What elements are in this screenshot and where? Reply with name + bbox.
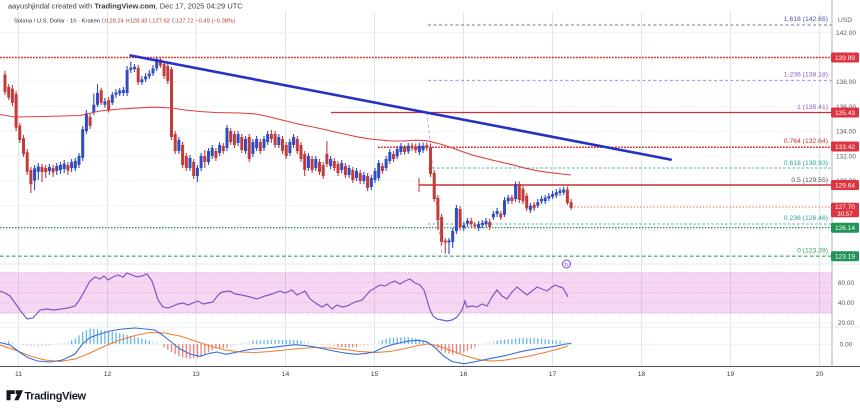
svg-text:135.43: 135.43: [835, 110, 855, 117]
svg-text:60.00: 60.00: [838, 280, 855, 287]
svg-text:0.764 (132.64): 0.764 (132.64): [784, 138, 828, 145]
svg-text:17: 17: [549, 371, 557, 378]
svg-text:19: 19: [727, 371, 735, 378]
svg-text:0.236 (126.46): 0.236 (126.46): [784, 215, 828, 222]
svg-text:20: 20: [816, 371, 824, 378]
svg-text:136.00: 136.00: [836, 104, 856, 111]
svg-text:30:57: 30:57: [837, 211, 853, 218]
svg-text:1.236 (138.18): 1.236 (138.18): [784, 72, 828, 79]
svg-text:123.19: 123.19: [835, 254, 855, 261]
svg-text:TradingView: TradingView: [25, 391, 87, 403]
svg-text:↻: ↻: [564, 262, 569, 269]
svg-text:11: 11: [15, 371, 22, 378]
svg-text:40.00: 40.00: [838, 300, 855, 307]
svg-text:132.00: 132.00: [836, 153, 856, 160]
svg-text:12: 12: [104, 371, 112, 378]
svg-text:USD: USD: [838, 17, 852, 24]
svg-text:Solana / U.S. Dollar · 1h · Kr: Solana / U.S. Dollar · 1h · Kraken O128.…: [14, 19, 235, 25]
svg-text:1.618 (142.65): 1.618 (142.65): [784, 16, 828, 23]
svg-text:aayushjindal created with Trad: aayushjindal created with TradingView.co…: [8, 2, 243, 11]
svg-text:138.00: 138.00: [836, 79, 856, 86]
svg-text:13: 13: [192, 371, 200, 378]
svg-text:0.5 (129.55): 0.5 (129.55): [791, 177, 828, 184]
svg-text:18: 18: [638, 371, 646, 378]
svg-text:127.70: 127.70: [835, 204, 855, 211]
svg-text:0.00: 0.00: [840, 342, 853, 349]
svg-text:0 (123.39): 0 (123.39): [797, 248, 828, 255]
svg-text:133.42: 133.42: [835, 144, 855, 151]
svg-text:129.64: 129.64: [835, 182, 855, 189]
svg-text:126.14: 126.14: [835, 225, 855, 232]
svg-text:16: 16: [460, 371, 468, 378]
svg-text:142.00: 142.00: [836, 30, 856, 37]
svg-text:14: 14: [282, 371, 290, 378]
svg-text:0.618 (130.93): 0.618 (130.93): [784, 160, 828, 167]
svg-text:20.00: 20.00: [838, 320, 855, 327]
svg-text:134.00: 134.00: [836, 129, 856, 136]
svg-text:1 (135.41): 1 (135.41): [797, 104, 828, 111]
svg-text:139.89: 139.89: [835, 55, 855, 62]
svg-text:15: 15: [371, 371, 379, 378]
